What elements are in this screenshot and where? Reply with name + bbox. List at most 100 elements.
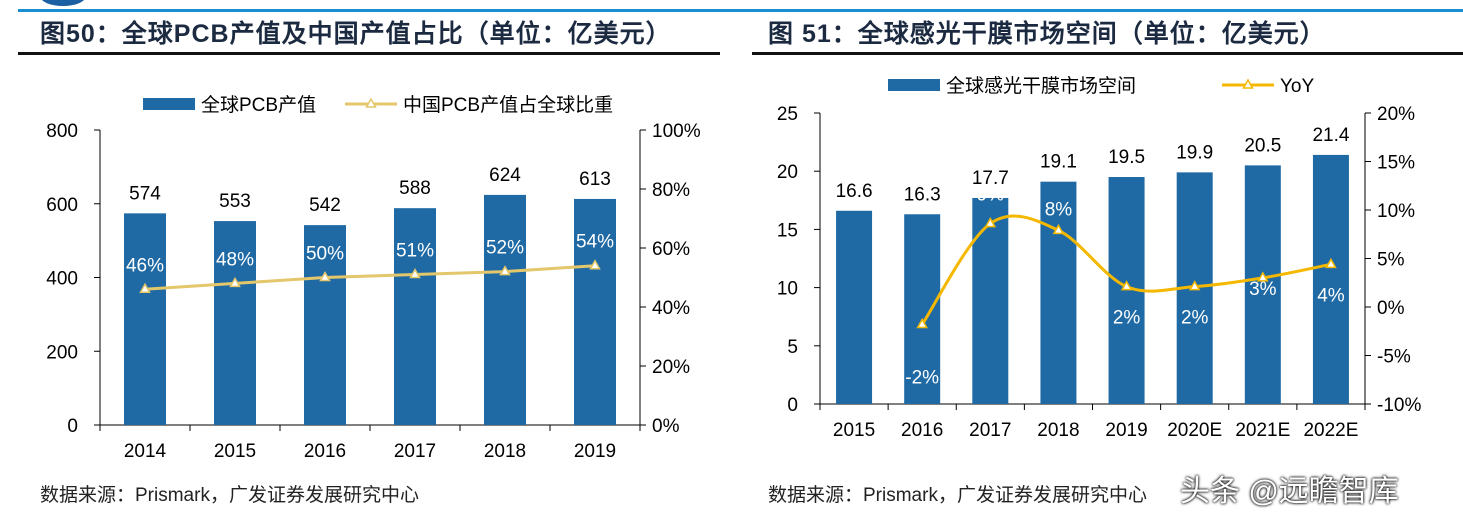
chart2-x-tick-label: 2020E [1167, 420, 1222, 441]
chart2-bar [972, 197, 1009, 404]
chart2-right-tick-label: 20% [1377, 104, 1415, 125]
chart1-x-tick-label: 2014 [124, 441, 167, 462]
chart2-legend-line-label: YoY [1280, 76, 1314, 97]
chart1-line-marker [139, 282, 151, 294]
chart1-bar-label: 624 [489, 165, 521, 186]
chart2-right-tick-label: -10% [1377, 395, 1421, 416]
chart2-line-marker [1120, 280, 1133, 291]
chart2-x-tick-label: 2017 [969, 420, 1011, 441]
chart1-title: 图50：全球PCB产值及中国产值占比（单位：亿美元） [40, 20, 672, 48]
chart2-bar-label: 20.5 [1244, 135, 1281, 156]
chart2-x-tick-label: 2022E [1303, 420, 1358, 441]
chart2-x-tick-label: 2016 [901, 420, 943, 441]
chart1-legend-bar-label: 全球PCB产值 [201, 94, 316, 116]
chart2-line-marker [1325, 257, 1337, 269]
chart2-title-rule [752, 52, 1463, 55]
chart2-bar-label: 17.7 [972, 168, 1009, 189]
chart2-left-tick-label: 20 [777, 162, 798, 183]
chart2-right-tick-label: 15% [1377, 153, 1415, 174]
chart1-right-tick-label: 60% [652, 239, 690, 260]
chart1-right-tick-label: 100% [652, 121, 701, 142]
chart1-line [144, 264, 596, 291]
chart2-line-marker [1188, 280, 1201, 291]
chart2-line-marker [916, 317, 928, 329]
chart1-right-tick-label: 20% [652, 357, 690, 378]
chart1-legend-bar-swatch [143, 98, 195, 110]
chart2-bar [1244, 165, 1281, 404]
chart2-bar-label: 21.4 [1312, 125, 1349, 146]
chart1-bar-label: 553 [219, 191, 251, 212]
chart1-left-tick-label: 0 [67, 416, 78, 437]
chart1-line-marker [499, 265, 511, 276]
chart2-legend-line-marker [1242, 78, 1254, 89]
chart2-right-tick-label: -5% [1377, 347, 1411, 368]
chart2-x-tick-label: 2015 [833, 420, 875, 441]
chart1-x-tick-label: 2019 [574, 441, 616, 462]
chart1-line-label: 48% [216, 249, 254, 270]
chart1-bar [124, 213, 166, 425]
chart2-bar-label: 19.5 [1108, 147, 1145, 168]
chart1-bar [214, 221, 256, 425]
chart1-right-tick-label: 40% [652, 298, 690, 319]
brand-logo [40, 0, 86, 6]
chart2-bar [904, 214, 941, 404]
chart1-bar-label: 542 [309, 195, 341, 216]
chart1-bar [574, 198, 616, 425]
chart2-line-marker [1052, 223, 1065, 235]
chart2-line-label: 9% [977, 185, 1005, 206]
chart1-left-tick-label: 600 [46, 195, 78, 216]
chart1-line-marker [589, 259, 601, 270]
chart2-line-label: 4% [1317, 285, 1345, 306]
chart1-x-tick-label: 2017 [394, 441, 436, 462]
chart1-bar [394, 208, 436, 425]
chart1-line-label: 50% [306, 244, 344, 265]
chart1-line-label: 51% [396, 241, 434, 262]
chart2-bar [1312, 154, 1349, 404]
chart1-bar [484, 194, 526, 425]
chart2-right-tick-label: 10% [1377, 201, 1415, 222]
chart2-right-tick-label: 5% [1377, 250, 1405, 271]
chart1-x-tick-label: 2015 [214, 441, 256, 462]
chart1-x-tick-label: 2016 [304, 441, 346, 462]
chart1-bar-label: 574 [129, 183, 161, 204]
chart2-legend-bar-swatch [888, 79, 940, 91]
chart2-right-tick-label: 0% [1377, 298, 1405, 319]
chart1-bar-label: 613 [579, 169, 611, 190]
chart2-line-label: 2% [1181, 308, 1209, 329]
chart2-line-label: 3% [1249, 279, 1277, 300]
chart2-source: 数据来源：Prismark，广发证券发展研究中心 [768, 485, 1147, 506]
chart1-line-marker [409, 268, 421, 279]
chart1-right-tick-label: 0% [652, 416, 680, 437]
chart1-legend-line-label: 中国PCB产值占全球比重 [403, 94, 613, 116]
chart1-bar [304, 225, 346, 425]
chart2-left-tick-label: 0 [787, 395, 798, 416]
chart2-bar-label: 16.3 [904, 184, 941, 205]
watermark: 头条 @远瞻智库 [1180, 475, 1399, 508]
chart1-line-marker [229, 276, 241, 288]
chart1-line-marker [319, 270, 331, 282]
chart2-line-label: 8% [1045, 199, 1073, 220]
chart2-bar-label: 19.1 [1040, 152, 1077, 173]
chart1-right-tick-label: 80% [652, 180, 690, 201]
header-line [18, 9, 1463, 12]
chart1-left-tick-label: 200 [46, 342, 78, 363]
chart2-legend-bar-label: 全球感光干膜市场空间 [946, 75, 1136, 97]
chart1-left-tick-label: 400 [46, 269, 78, 290]
chart1-line-label: 52% [486, 238, 524, 259]
chart1-x-tick-label: 2018 [484, 441, 526, 462]
chart2-bar [1040, 181, 1077, 404]
chart1-legend-line-marker [365, 97, 377, 108]
chart2-line-marker [1257, 271, 1269, 282]
chart2-left-tick-label: 5 [787, 337, 798, 358]
chart2-bar [836, 210, 873, 404]
chart2-bar-label: 19.9 [1176, 142, 1213, 163]
chart2-bar-label: 16.6 [836, 181, 873, 202]
chart1-title-rule [18, 52, 720, 55]
chart1-line-label: 46% [126, 255, 164, 276]
chart2-x-tick-label: 2019 [1105, 420, 1147, 441]
chart1-bar-label: 588 [399, 178, 431, 199]
chart1-left-tick-label: 800 [46, 121, 78, 142]
chart2-left-tick-label: 25 [777, 104, 798, 125]
chart2-left-tick-label: 10 [777, 279, 798, 300]
